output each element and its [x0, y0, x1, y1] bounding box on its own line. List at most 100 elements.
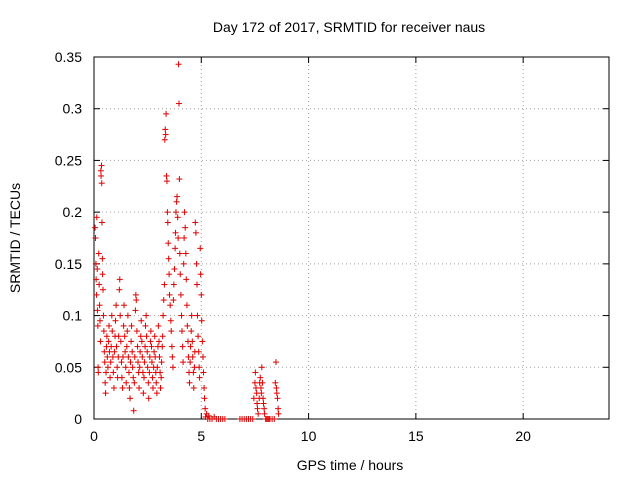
data-point: [273, 390, 280, 397]
data-point: [111, 348, 118, 355]
x-tick-label: 15: [408, 428, 424, 444]
data-point: [181, 235, 188, 241]
data-point: [95, 364, 102, 371]
data-point: [175, 100, 182, 107]
data-point: [136, 384, 143, 391]
data-point: [156, 338, 163, 345]
data-point: [261, 405, 268, 412]
data-point: [140, 390, 147, 397]
data-point: [172, 245, 179, 252]
y-tick-label: 0.3: [63, 101, 83, 117]
data-point: [105, 338, 112, 345]
data-point: [131, 379, 138, 386]
data-point: [98, 180, 105, 187]
data-point: [159, 333, 166, 340]
data-point: [143, 312, 150, 319]
data-point: [92, 260, 99, 267]
data-point: [183, 302, 190, 309]
data-point: [188, 328, 195, 335]
data-point: [96, 281, 103, 288]
data-point: [194, 312, 201, 319]
data-point: [200, 353, 207, 360]
y-tick-label: 0: [74, 411, 82, 427]
data-point: [200, 369, 207, 376]
data-point: [272, 359, 279, 366]
data-point: [140, 374, 147, 381]
data-point: [160, 312, 167, 319]
x-tick-label: 10: [301, 428, 317, 444]
data-point: [131, 353, 138, 360]
y-tick-label: 0.1: [63, 308, 83, 324]
plot-frame: [93, 56, 610, 420]
data-point: [128, 322, 135, 329]
data-point: [143, 333, 150, 340]
data-point: [167, 317, 174, 324]
axis-ticks: 0 0.05 0.1 0.15 0.2 0.25 0.3 0.35 0 5 10 15 20: [55, 49, 609, 444]
data-point: [169, 364, 176, 371]
data-point: [122, 348, 129, 355]
data-point: [163, 172, 170, 179]
data-point: [257, 384, 264, 391]
data-point: [193, 260, 200, 267]
data-point: [129, 348, 136, 355]
data-point: [126, 384, 133, 391]
data-point: [101, 359, 108, 366]
y-tick-label: 0.05: [55, 359, 82, 375]
data-point: [250, 395, 257, 402]
data-point: [275, 410, 282, 417]
data-point: [103, 369, 110, 376]
data-point: [182, 224, 189, 231]
data-point: [195, 333, 202, 340]
data-point: [134, 343, 141, 350]
data-point: [120, 322, 127, 329]
data-point: [197, 245, 204, 252]
x-tick-label: 20: [515, 428, 531, 444]
data-point: [104, 364, 111, 371]
data-point: [254, 400, 261, 407]
data-point: [159, 343, 166, 350]
data-point: [153, 390, 160, 397]
data-point: [125, 353, 132, 360]
data-point: [104, 353, 111, 360]
data-point: [166, 291, 173, 298]
data-point: [188, 312, 195, 319]
data-point: [192, 229, 199, 236]
data-point: [157, 384, 164, 391]
data-point: [102, 379, 109, 386]
data-point: [138, 338, 145, 345]
data-point: [175, 61, 182, 68]
data-point: [132, 291, 139, 298]
data-point: [137, 348, 144, 355]
data-point: [163, 178, 170, 185]
data-point: [146, 353, 153, 360]
data-point: [167, 302, 174, 309]
data-point: [199, 338, 206, 345]
data-point: [196, 374, 203, 381]
data-point: [109, 353, 116, 360]
data-point: [183, 276, 190, 283]
data-point: [190, 369, 197, 376]
data-point: [161, 136, 168, 143]
data-point: [103, 333, 110, 340]
data-point: [187, 359, 194, 366]
y-axis-label: SRMTID / TECUs: [7, 183, 23, 293]
data-point: [137, 333, 144, 340]
data-point: [260, 395, 267, 402]
data-point: [178, 328, 185, 335]
data-point: [198, 291, 205, 298]
data-point: [261, 410, 268, 417]
data-point: [171, 266, 178, 273]
data-point: [189, 353, 196, 360]
data-point: [99, 271, 106, 278]
y-tick-label: 0.25: [55, 152, 82, 168]
data-point: [189, 338, 196, 345]
data-point: [130, 407, 137, 414]
data-point: [187, 343, 194, 350]
data-point: [97, 338, 104, 345]
data-point: [180, 359, 187, 366]
data-point: [119, 353, 126, 360]
data-point: [128, 338, 135, 345]
data-point: [145, 395, 152, 402]
data-point: [124, 328, 131, 335]
